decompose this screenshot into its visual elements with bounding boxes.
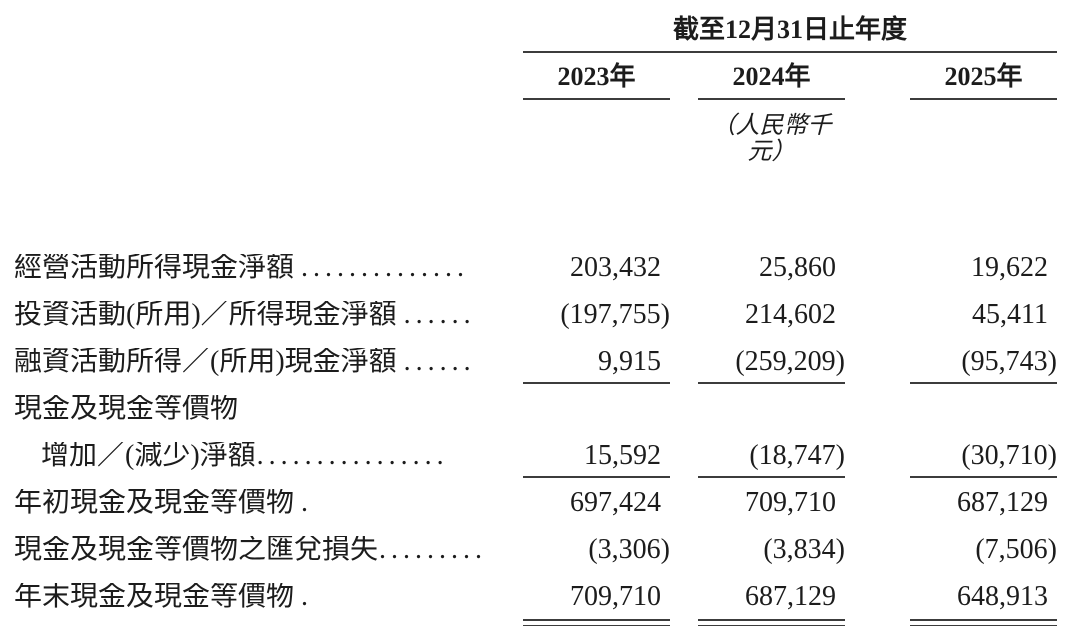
value-text: (18,747)	[749, 439, 845, 471]
row-label: 投資活動(所用)／所得現金淨額......	[14, 301, 523, 329]
value-cell-2023: 15,592	[523, 439, 670, 478]
leader-dots: ................	[256, 441, 449, 470]
year-column-header-2023: 2023年	[523, 53, 670, 100]
row-label-text: 投資活動(所用)／所得現金淨額	[14, 300, 397, 329]
row-label: 現金及現金等價物	[14, 395, 523, 423]
value-cell-2023: 9,915	[523, 345, 670, 384]
value-cell-2025: 687,129	[910, 486, 1057, 518]
value-cell-2024: (3,834)	[698, 533, 845, 565]
leader-dots: ......	[403, 300, 476, 329]
value-text: (197,755)	[560, 298, 670, 330]
value-text: (95,743)	[961, 345, 1057, 377]
period-header: 截至12月31日止年度	[523, 14, 1057, 54]
row-label-text: 增加／(減少)淨額	[41, 441, 256, 470]
value-cell-2024: (259,209)	[698, 345, 845, 384]
value-cell-2023: 203,432	[523, 251, 670, 283]
value-text: 25,860	[759, 251, 836, 283]
value-cell-2023: 697,424	[523, 486, 670, 518]
row-label-text: 現金及現金等價物之匯兌損失	[14, 535, 379, 564]
value-cell-2024: (18,747)	[698, 439, 845, 478]
value-text: (259,209)	[735, 345, 845, 377]
row-label-text: 年末現金及現金等價物	[14, 582, 295, 611]
value-text: 648,913	[957, 580, 1048, 612]
value-cell-2024: 709,710	[698, 486, 845, 518]
year-column-header-2024: 2024年	[698, 53, 845, 100]
value-text: 214,602	[745, 298, 836, 330]
row-label: 年末現金及現金等價物.	[14, 583, 523, 611]
value-cell-2024: 687,129	[698, 580, 845, 626]
value-text: 687,129	[957, 486, 1048, 518]
value-cell-2024: 214,602	[698, 298, 845, 330]
row-label-text: 融資活動所得／(所用)現金淨額	[14, 347, 397, 376]
table-row: 投資活動(所用)／所得現金淨額...... (197,755) 214,602 …	[14, 298, 1080, 330]
leader-dots: .........	[379, 535, 488, 564]
value-text: 45,411	[972, 298, 1048, 330]
unit-note-row: （人民幣千元）	[523, 113, 1080, 166]
leader-dots: .	[301, 488, 314, 517]
row-label-text: 現金及現金等價物	[14, 394, 239, 423]
value-cell-2024: 25,860	[698, 251, 845, 283]
leader-dots: ......	[403, 347, 476, 376]
row-label: 經營活動所得現金淨額..............	[14, 254, 523, 282]
row-label: 融資活動所得／(所用)現金淨額......	[14, 348, 523, 376]
value-cell-2025: (30,710)	[910, 439, 1057, 478]
value-text: 203,432	[570, 251, 661, 283]
value-text: 697,424	[570, 486, 661, 518]
value-text: 9,915	[598, 345, 661, 377]
row-label: 現金及現金等價物之匯兌損失.........	[14, 536, 523, 564]
value-text: (7,506)	[975, 533, 1057, 565]
value-text: (30,710)	[961, 439, 1057, 471]
table-row: 年末現金及現金等價物. 709,710 687,129 648,913	[14, 580, 1080, 626]
unit-note: （人民幣千元）	[711, 112, 832, 166]
table-row: 增加／(減少)淨額................ 15,592 (18,747…	[14, 439, 1080, 478]
table-row: 融資活動所得／(所用)現金淨額...... 9,915 (259,209) (9…	[14, 345, 1080, 384]
value-cell-2023: (197,755)	[523, 298, 670, 330]
value-cell-2025: 45,411	[910, 298, 1057, 330]
value-cell-2025: (7,506)	[910, 533, 1057, 565]
row-label: 年初現金及現金等價物.	[14, 489, 523, 517]
row-label-text: 經營活動所得現金淨額	[14, 253, 295, 282]
value-text: 19,622	[971, 251, 1048, 283]
value-text: 15,592	[584, 439, 661, 471]
value-cell-2025: 648,913	[910, 580, 1057, 626]
table-row: 現金及現金等價物	[14, 395, 1080, 423]
table-row: 年初現金及現金等價物. 697,424 709,710 687,129	[14, 486, 1080, 518]
row-label-text: 年初現金及現金等價物	[14, 488, 295, 517]
value-text: (3,306)	[588, 533, 670, 565]
value-cell-2025: (95,743)	[910, 345, 1057, 384]
value-text: 709,710	[745, 486, 836, 518]
year-column-header-2025: 2025年	[910, 53, 1057, 100]
value-cell-2023: (3,306)	[523, 533, 670, 565]
year-header-row: 2023年 2024年 2025年	[523, 53, 1080, 100]
value-text: 687,129	[745, 580, 836, 612]
value-text: (3,834)	[763, 533, 845, 565]
value-cell-2023: 709,710	[523, 580, 670, 626]
table-row: 現金及現金等價物之匯兌損失......... (3,306) (3,834) (…	[14, 533, 1080, 565]
value-cell-2025: 19,622	[910, 251, 1057, 283]
row-label: 增加／(減少)淨額................	[14, 442, 523, 470]
table-body: 經營活動所得現金淨額.............. 203,432 25,860 …	[14, 251, 1080, 626]
leader-dots: ..............	[301, 253, 470, 282]
table-row: 經營活動所得現金淨額.............. 203,432 25,860 …	[14, 251, 1080, 283]
value-text: 709,710	[570, 580, 661, 612]
leader-dots: .	[301, 582, 314, 611]
